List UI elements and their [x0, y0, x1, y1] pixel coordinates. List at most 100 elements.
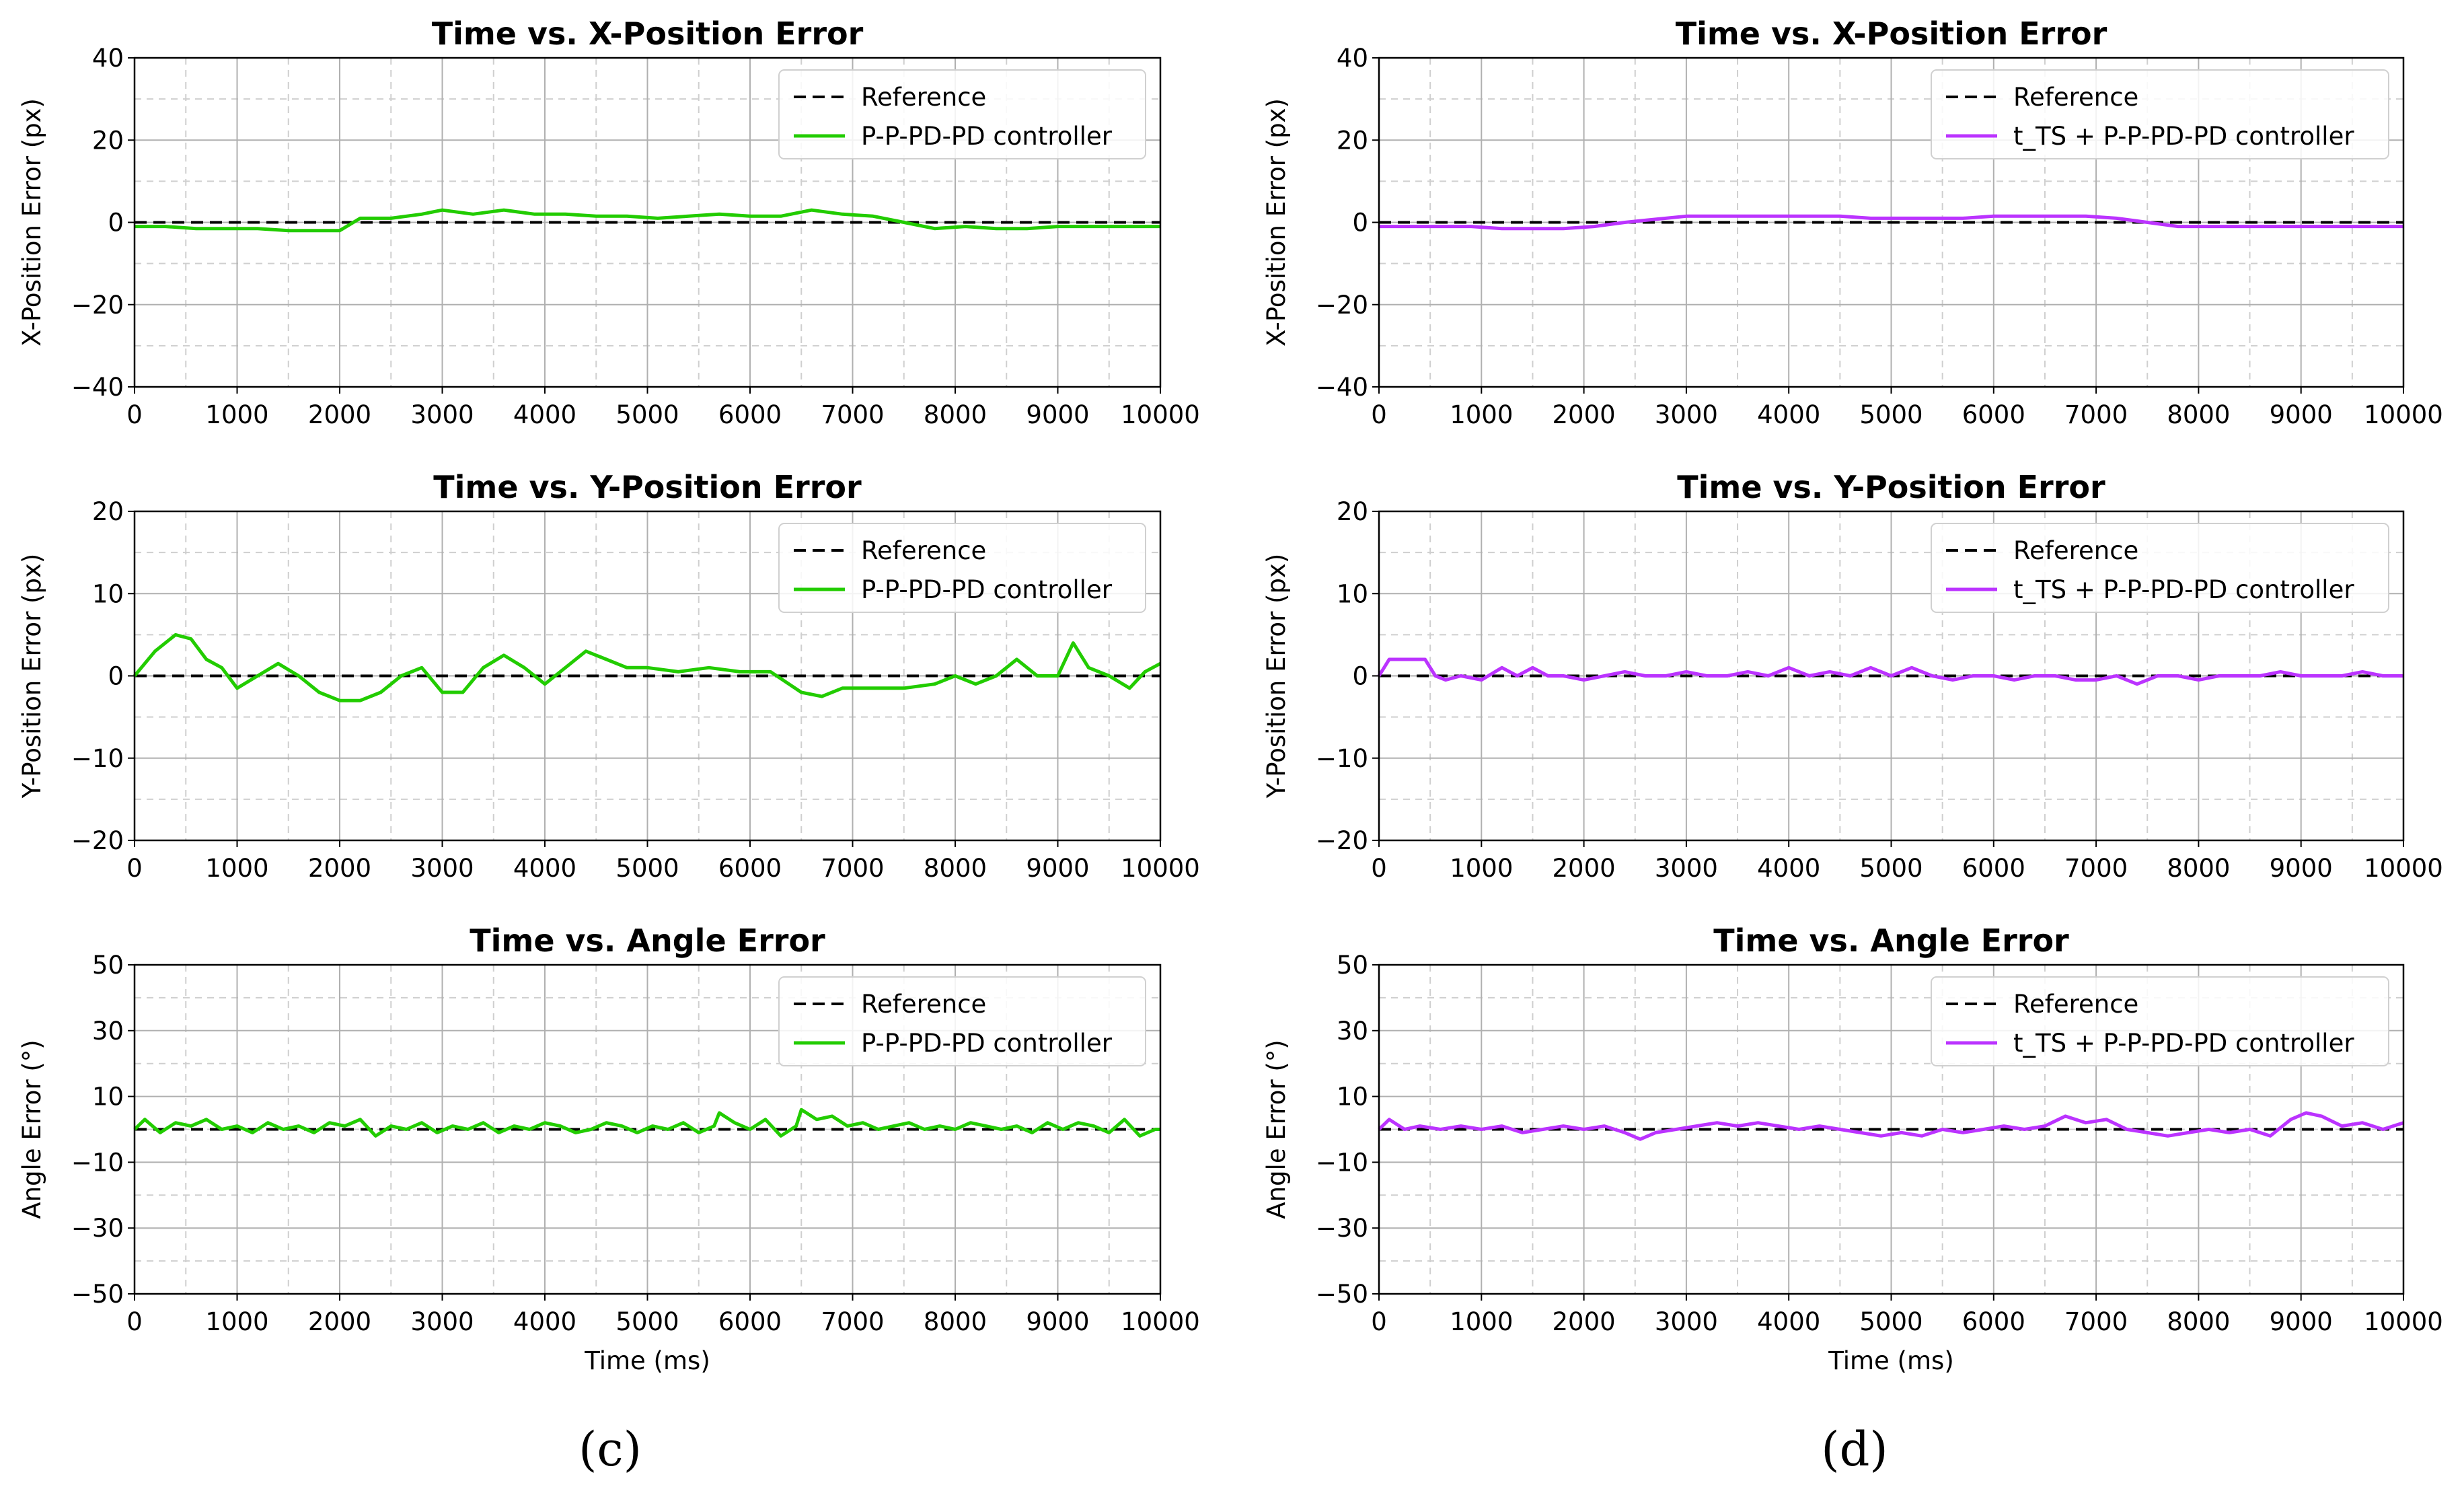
x-tick-label: 0 [126, 1307, 143, 1336]
y-tick-label: 30 [92, 1017, 124, 1046]
y-axis-label: X-Position Error (px) [1262, 98, 1291, 347]
x-tick-label: 8000 [2167, 400, 2230, 429]
y-tick-label: −40 [71, 373, 124, 402]
controller-series-line [1378, 1111, 2404, 1141]
subplot-3: 0 1000 2000 3000 4000 5000 6000 7000 8000 9000 100… [17, 922, 1200, 1375]
y-tick-label: −10 [71, 744, 124, 773]
x-tick-label: 8000 [924, 400, 987, 429]
x-tick-label: 10000 [2364, 400, 2443, 429]
panel-label-d: (d) [1821, 1422, 1888, 1477]
y-axis-label: X-Position Error (px) [17, 98, 46, 347]
x-tick-label: 8000 [2167, 854, 2230, 883]
subplot-title: Time vs. Y-Position Error [1677, 469, 2105, 505]
x-tick-label: 1000 [1450, 854, 1513, 883]
subplot-title: Time vs. Y-Position Error [433, 469, 862, 505]
x-tick-label: 10000 [1121, 400, 1200, 429]
y-tick-label: 0 [1352, 662, 1368, 691]
x-tick-label: 0 [1371, 854, 1387, 883]
y-tick-label: 10 [92, 579, 124, 608]
x-tick-label: 5000 [1859, 854, 1922, 883]
y-tick-label: 0 [1352, 209, 1368, 238]
subplot-2: 0 1000 2000 3000 4000 5000 6000 7000 8000 9000 100… [17, 469, 1200, 883]
x-tick-label: 5000 [1859, 1307, 1922, 1336]
x-tick-label: 6000 [1962, 854, 2025, 883]
y-tick-label: 30 [1337, 1017, 1368, 1046]
legend: Reference P-P-PD-PD controller [778, 976, 1146, 1066]
y-axis-label: Y-Position Error (px) [17, 554, 46, 799]
x-tick-label: 9000 [1026, 854, 1089, 883]
x-tick-label: 7000 [821, 1307, 884, 1336]
x-tick-label: 5000 [615, 854, 679, 883]
x-tick-label: 2000 [1553, 854, 1616, 883]
axes-frame [133, 510, 1162, 842]
y-tick-label: −50 [1316, 1280, 1368, 1309]
x-tick-label: 5000 [615, 400, 679, 429]
x-tick-label: 4000 [1757, 1307, 1820, 1336]
legend-label: Reference [2013, 536, 2138, 565]
x-tick-label: 10000 [2364, 1307, 2443, 1336]
x-tick-label: 2000 [308, 1307, 371, 1336]
legend-label: Reference [2013, 83, 2138, 112]
x-tick-label: 0 [126, 854, 143, 883]
legend: Reference P-P-PD-PD controller [778, 69, 1146, 159]
legend-box [1931, 69, 2389, 159]
x-tick-label: 7000 [821, 854, 884, 883]
x-tick-label: 4000 [513, 400, 576, 429]
y-tick-label: 20 [1337, 126, 1368, 155]
x-tick-label: 4000 [1757, 854, 1820, 883]
y-tick-label: 20 [1337, 497, 1368, 526]
x-tick-label: 2000 [308, 854, 371, 883]
x-tick-label: 1000 [205, 400, 268, 429]
y-tick-label: 40 [1337, 44, 1368, 73]
legend-box [778, 976, 1146, 1066]
y-tick-label: 10 [1337, 579, 1368, 608]
x-tick-label: 3000 [410, 1307, 474, 1336]
y-axis-label: Angle Error (°) [17, 1040, 46, 1219]
legend-label: P-P-PD-PD controller [861, 122, 1113, 151]
legend-label: t_TS + P-P-PD-PD controller [2013, 575, 2354, 604]
x-tick-label: 3000 [410, 400, 474, 429]
y-tick-label: 50 [1337, 951, 1368, 980]
legend-box [778, 523, 1146, 613]
x-tick-label: 8000 [924, 1307, 987, 1336]
x-tick-label: 0 [1371, 400, 1387, 429]
x-tick-label: 3000 [410, 854, 474, 883]
legend-label: t_TS + P-P-PD-PD controller [2013, 122, 2354, 151]
legend-box [1931, 523, 2389, 613]
x-tick-label: 7000 [2064, 854, 2128, 883]
y-tick-label: −20 [1316, 291, 1368, 320]
legend: Reference t_TS + P-P-PD-PD controller [1931, 69, 2389, 159]
y-tick-label: 20 [92, 126, 124, 155]
y-tick-label: 10 [1337, 1083, 1368, 1112]
subplot-5: 0 1000 2000 3000 4000 5000 6000 7000 8000 9000 100… [1262, 469, 2443, 883]
x-tick-label: 7000 [2064, 1307, 2128, 1336]
x-tick-label: 5000 [1859, 400, 1922, 429]
x-tick-label: 1000 [1450, 1307, 1513, 1336]
x-tick-label: 10000 [1121, 854, 1200, 883]
legend-label: P-P-PD-PD controller [861, 575, 1113, 604]
x-tick-label: 9000 [2270, 400, 2333, 429]
x-tick-label: 3000 [1655, 854, 1718, 883]
x-tick-label: 10000 [2364, 854, 2443, 883]
y-tick-label: −40 [1316, 373, 1368, 402]
subplot-4: 0 1000 2000 3000 4000 5000 6000 7000 8000 9000 100… [1262, 15, 2443, 429]
x-tick-label: 9000 [1026, 1307, 1089, 1336]
axes-frame [133, 57, 1162, 388]
x-tick-label: 0 [1371, 1307, 1387, 1336]
x-tick-label: 6000 [718, 1307, 782, 1336]
x-tick-label: 3000 [1655, 1307, 1718, 1336]
subplot-6: 0 1000 2000 3000 4000 5000 6000 7000 8000 9000 100… [1262, 922, 2443, 1375]
subplot-title: Time vs. Angle Error [470, 922, 825, 959]
legend-box [778, 69, 1146, 159]
axes-frame [1378, 963, 2405, 1295]
legend: Reference t_TS + P-P-PD-PD controller [1931, 523, 2389, 613]
y-tick-label: −20 [1316, 826, 1368, 855]
y-tick-label: 20 [92, 497, 124, 526]
subplot-title: Time vs. X-Position Error [432, 15, 864, 52]
subplot-title: Time vs. X-Position Error [1676, 15, 2107, 52]
x-tick-label: 7000 [2064, 400, 2128, 429]
x-tick-label: 6000 [718, 400, 782, 429]
legend-label: Reference [2013, 990, 2138, 1019]
controller-series-line [1377, 657, 2403, 686]
x-tick-label: 6000 [1962, 1307, 2025, 1336]
